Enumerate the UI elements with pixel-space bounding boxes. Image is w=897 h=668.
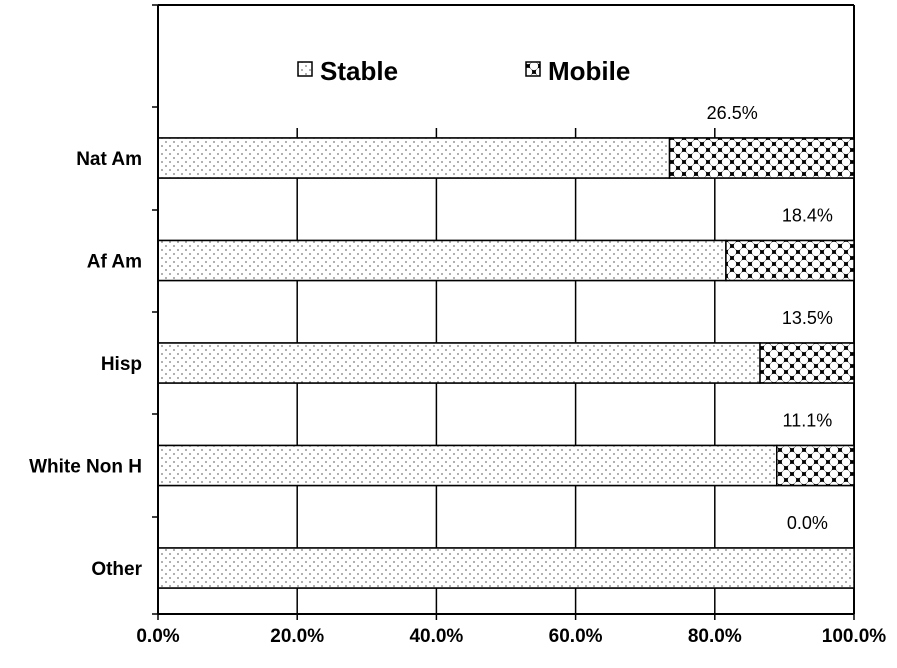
legend-label-mobile: Mobile [548, 56, 630, 86]
x-tick-labels: 0.0% 20.0% 40.0% 60.0% 80.0% 100.0% [136, 626, 886, 647]
data-label-3: 11.1% [783, 411, 833, 431]
x-tick-label-4: 80.0% [688, 626, 742, 647]
category-labels: Nat Am Af Am Hisp White Non H Other [29, 149, 143, 580]
legend: Stable Mobile [297, 56, 630, 86]
plot-area [158, 4, 855, 614]
bar-mobile-3 [775, 444, 855, 487]
bars [157, 137, 855, 589]
bar-stable-3 [157, 444, 778, 487]
category-label-1: Af Am [87, 252, 142, 273]
category-label-2: Hisp [101, 354, 142, 375]
data-label-2: 13.5% [782, 308, 833, 328]
bar-mobile-1 [725, 239, 855, 282]
x-tick-label-2: 40.0% [409, 626, 463, 647]
x-tick-label-0: 0.0% [136, 626, 179, 647]
legend-label-stable: Stable [320, 56, 398, 86]
data-label-4: 0.0% [787, 513, 828, 533]
category-label-4: Other [91, 559, 142, 580]
axes [152, 4, 855, 620]
data-labels: 26.5% 18.4% 13.5% 11.1% 0.0% [707, 103, 833, 533]
legend-swatch-stable [297, 61, 313, 77]
x-tick-label-5: 100.0% [822, 626, 887, 647]
bar-stable-0 [157, 137, 671, 179]
bar-stable-4 [157, 547, 855, 589]
bar-stable-1 [157, 239, 727, 282]
legend-swatch-mobile [525, 61, 541, 77]
x-tick-label-3: 60.0% [549, 626, 603, 647]
category-label-3: White Non H [29, 457, 142, 478]
category-label-0: Nat Am [76, 149, 142, 170]
bar-stable-2 [157, 342, 761, 384]
data-label-0: 26.5% [707, 103, 758, 123]
bar-mobile-2 [759, 342, 855, 384]
x-tick-label-1: 20.0% [270, 626, 324, 647]
bar-mobile-0 [668, 137, 855, 179]
data-label-1: 18.4% [782, 206, 833, 226]
